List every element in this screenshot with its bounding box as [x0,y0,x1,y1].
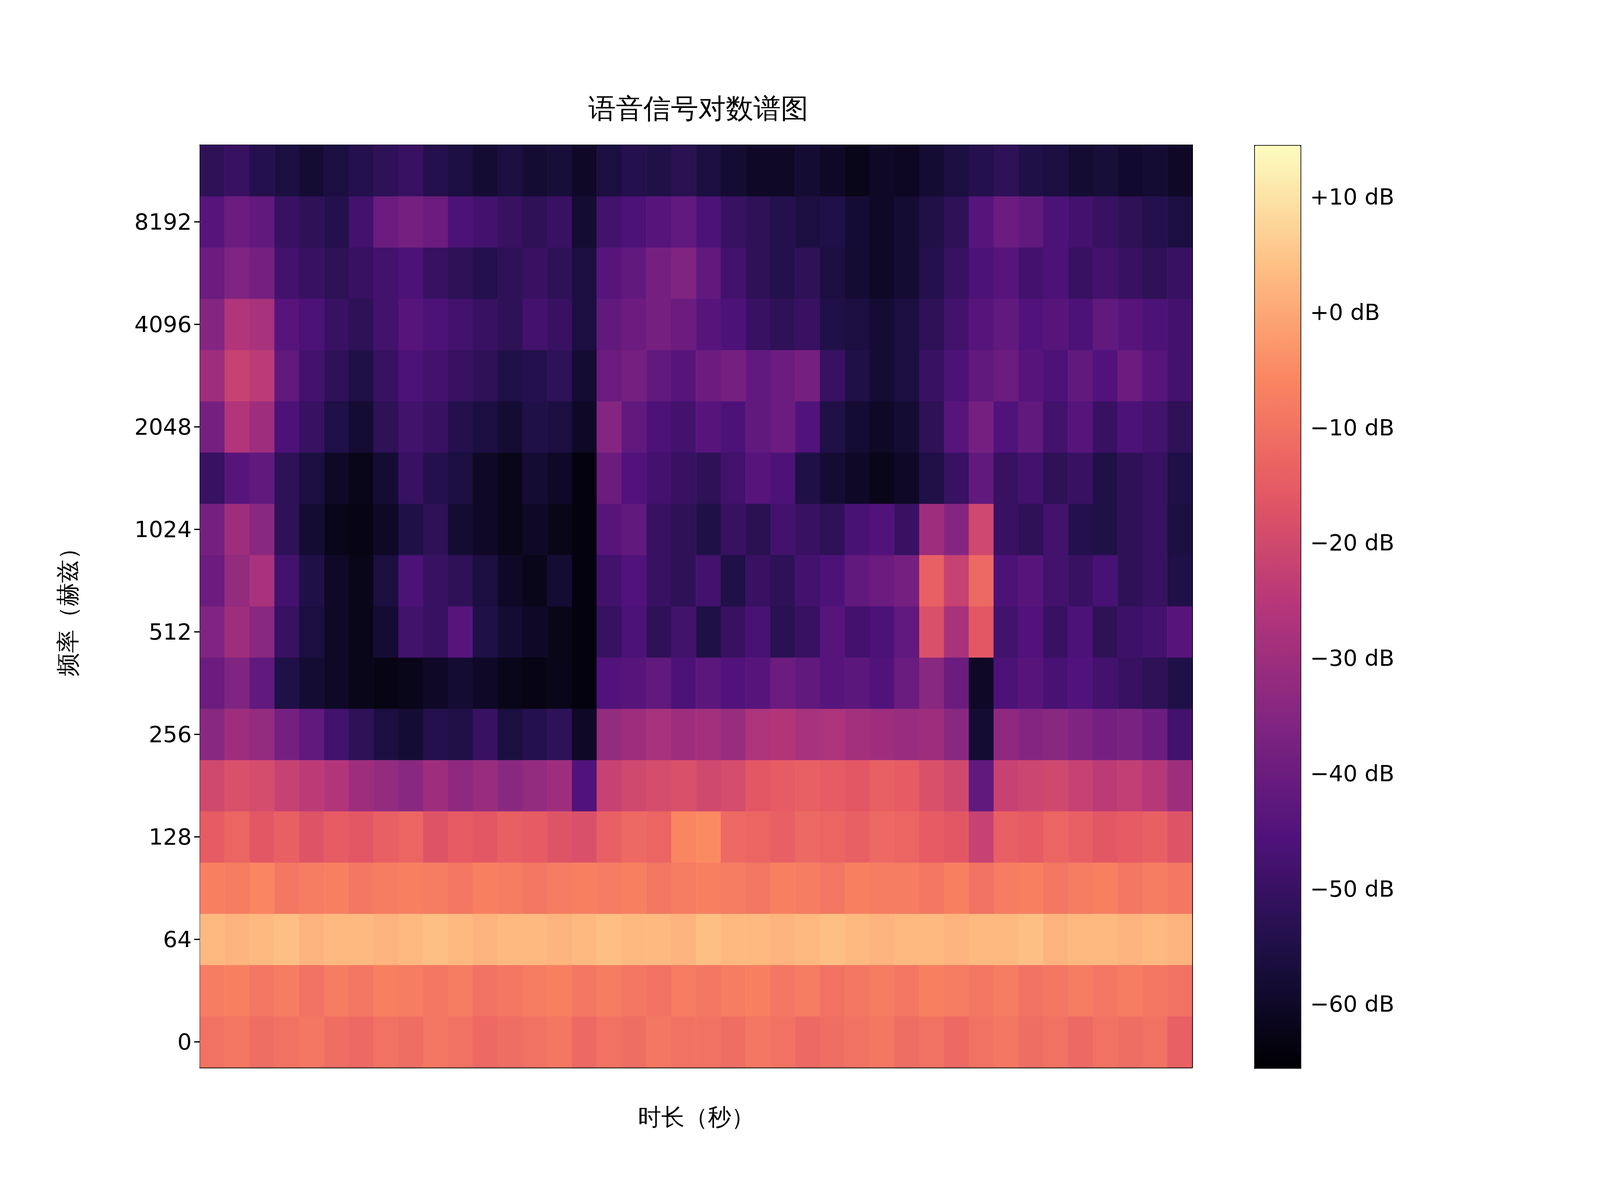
svg-text:−40 dB: −40 dB [1310,760,1395,787]
svg-text:512: 512 [148,618,192,645]
svg-text:256: 256 [148,721,192,748]
svg-text:128: 128 [148,823,192,850]
svg-text:+10 dB: +10 dB [1310,183,1395,210]
svg-text:−10 dB: −10 dB [1310,414,1395,441]
svg-text:时长（秒）: 时长（秒） [637,1103,755,1131]
svg-text:语音信号对数谱图: 语音信号对数谱图 [588,92,809,125]
svg-text:−50 dB: −50 dB [1310,875,1395,903]
svg-text:8192: 8192 [134,208,192,235]
svg-text:−60 dB: −60 dB [1310,990,1395,1018]
svg-text:4096: 4096 [134,311,192,338]
svg-text:−30 dB: −30 dB [1310,645,1395,672]
svg-text:1024: 1024 [134,516,192,543]
svg-text:频率（赫兹）: 频率（赫兹） [54,536,82,677]
svg-text:+0 dB: +0 dB [1310,299,1380,326]
svg-text:0: 0 [177,1028,192,1055]
svg-text:64: 64 [162,926,192,953]
svg-text:−20 dB: −20 dB [1310,529,1395,556]
svg-text:2048: 2048 [134,413,192,440]
